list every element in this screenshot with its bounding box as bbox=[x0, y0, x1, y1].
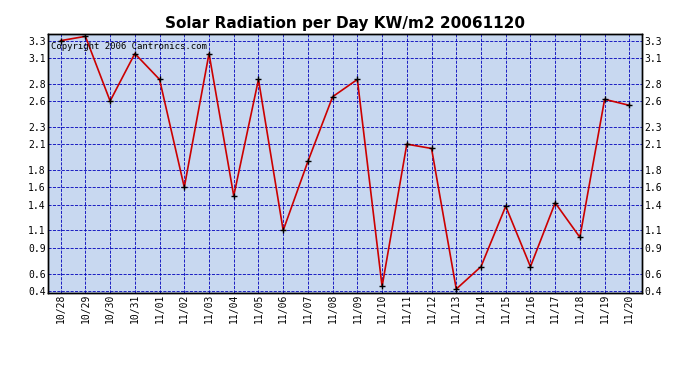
Title: Solar Radiation per Day KW/m2 20061120: Solar Radiation per Day KW/m2 20061120 bbox=[165, 16, 525, 31]
Text: Copyright 2006 Cantronics.com: Copyright 2006 Cantronics.com bbox=[51, 42, 207, 51]
